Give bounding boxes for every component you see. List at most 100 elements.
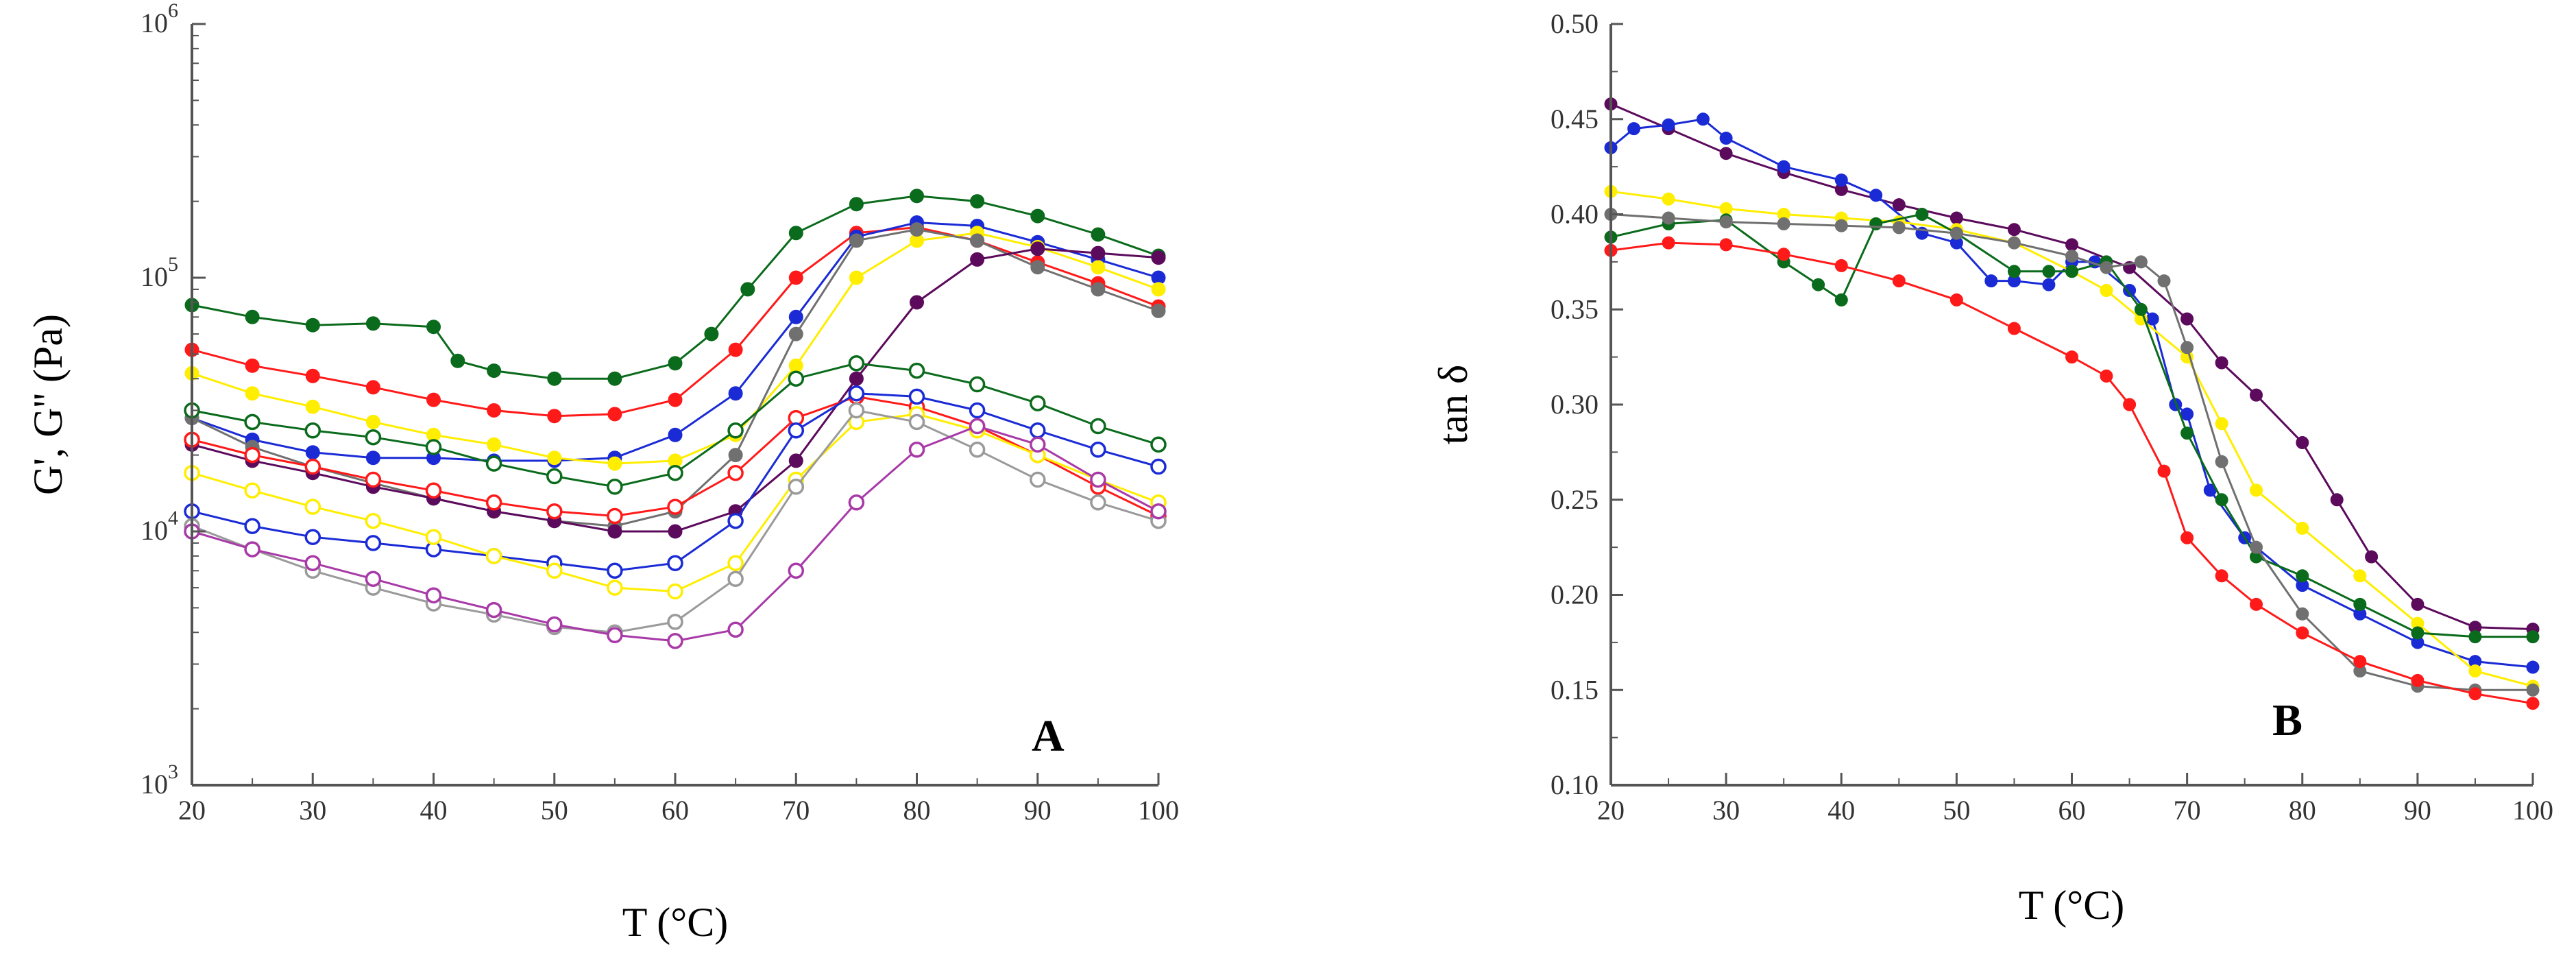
y-tick-label: 0.40 [1551, 199, 1599, 230]
data-point [1834, 173, 1848, 187]
data-point [1834, 293, 1848, 307]
data-point [2296, 607, 2309, 621]
data-point [304, 529, 321, 545]
data-point [849, 233, 864, 248]
data-point [2007, 265, 2021, 278]
data-point [607, 456, 622, 471]
data-point [547, 371, 562, 386]
data-point [848, 355, 865, 372]
y-tick-label: 0.35 [1551, 293, 1599, 324]
data-point [2411, 597, 2425, 611]
data-point [1090, 494, 1106, 511]
data-point [788, 226, 803, 241]
data-point [2007, 236, 2021, 250]
data-point [1719, 147, 1733, 160]
data-point [728, 342, 743, 357]
y-tick-base: 10 [141, 261, 168, 292]
panel-a-y-axis-label: G', G'' (Pa) [25, 314, 71, 495]
data-point [2250, 597, 2263, 611]
data-point [849, 371, 864, 386]
x-tick-label: 60 [661, 795, 689, 826]
data-point [970, 194, 985, 209]
data-point [667, 633, 683, 649]
data-point [607, 407, 622, 422]
data-point [788, 422, 805, 439]
y-tick-label: 0.20 [1551, 579, 1599, 610]
data-point [304, 555, 321, 571]
data-point [450, 353, 465, 368]
data-point [668, 427, 683, 442]
data-point [2526, 660, 2540, 674]
data-point [1030, 241, 1045, 256]
series-4 [1604, 208, 2540, 644]
panel-a-letter: A [1032, 711, 1065, 761]
data-point [2468, 630, 2482, 644]
data-point [2526, 683, 2540, 697]
x-tick-label: 50 [541, 795, 568, 826]
data-point [1915, 208, 1929, 221]
panel-b-plot-area [1611, 24, 2533, 785]
data-point [304, 458, 321, 475]
x-tick-label: 60 [2058, 795, 2086, 826]
x-tick-label: 100 [2512, 795, 2553, 826]
data-point [547, 451, 562, 466]
data-point [727, 621, 744, 638]
data-point [910, 189, 924, 204]
y-tick-label: 0.15 [1551, 674, 1599, 705]
data-point [908, 362, 925, 379]
x-tick-label: 20 [178, 795, 206, 826]
data-point [2296, 626, 2309, 640]
data-point [485, 548, 502, 564]
series-9 [184, 385, 1167, 579]
data-point [788, 370, 805, 387]
data-point [1150, 436, 1167, 453]
data-point [1030, 422, 1046, 439]
data-point [727, 422, 744, 439]
data-point [487, 363, 502, 379]
data-point [244, 482, 260, 499]
series-line [1610, 241, 2534, 705]
data-point [244, 413, 260, 431]
data-point [908, 413, 925, 431]
data-point [667, 555, 683, 571]
data-point [547, 409, 562, 424]
data-point [607, 627, 623, 644]
series-10 [184, 406, 1167, 600]
data-point [245, 386, 260, 401]
data-point [365, 414, 380, 429]
data-point [1090, 442, 1106, 458]
data-point [365, 451, 380, 466]
data-point [1892, 221, 1906, 235]
data-point [1869, 189, 1883, 202]
data-point [1030, 395, 1046, 411]
data-point [2296, 521, 2309, 535]
data-point [2100, 261, 2113, 274]
data-point [1697, 112, 1710, 126]
data-point [2215, 569, 2228, 583]
y-tick-base: 10 [141, 769, 168, 800]
data-point [2134, 302, 2148, 316]
data-point [667, 464, 683, 481]
panel-a-series-group [184, 189, 1167, 649]
data-point [607, 371, 622, 386]
data-point [365, 535, 382, 551]
data-point [1091, 227, 1106, 242]
x-tick-label: 90 [1024, 795, 1052, 826]
data-point [1892, 198, 1906, 212]
x-tick-label: 70 [782, 795, 810, 826]
data-point [727, 555, 744, 571]
data-point [2065, 350, 2078, 364]
data-point [667, 614, 683, 630]
data-point [607, 524, 622, 539]
y-tick-label: 103 [141, 760, 178, 800]
data-point [1719, 238, 1733, 252]
x-tick-label: 90 [2404, 795, 2431, 826]
x-tick-label: 70 [2174, 795, 2201, 826]
x-tick-label: 80 [2289, 795, 2316, 826]
data-point [245, 309, 260, 324]
series-line [1610, 118, 2534, 669]
y-tick-label: 0.50 [1551, 8, 1599, 39]
data-point [365, 471, 382, 488]
